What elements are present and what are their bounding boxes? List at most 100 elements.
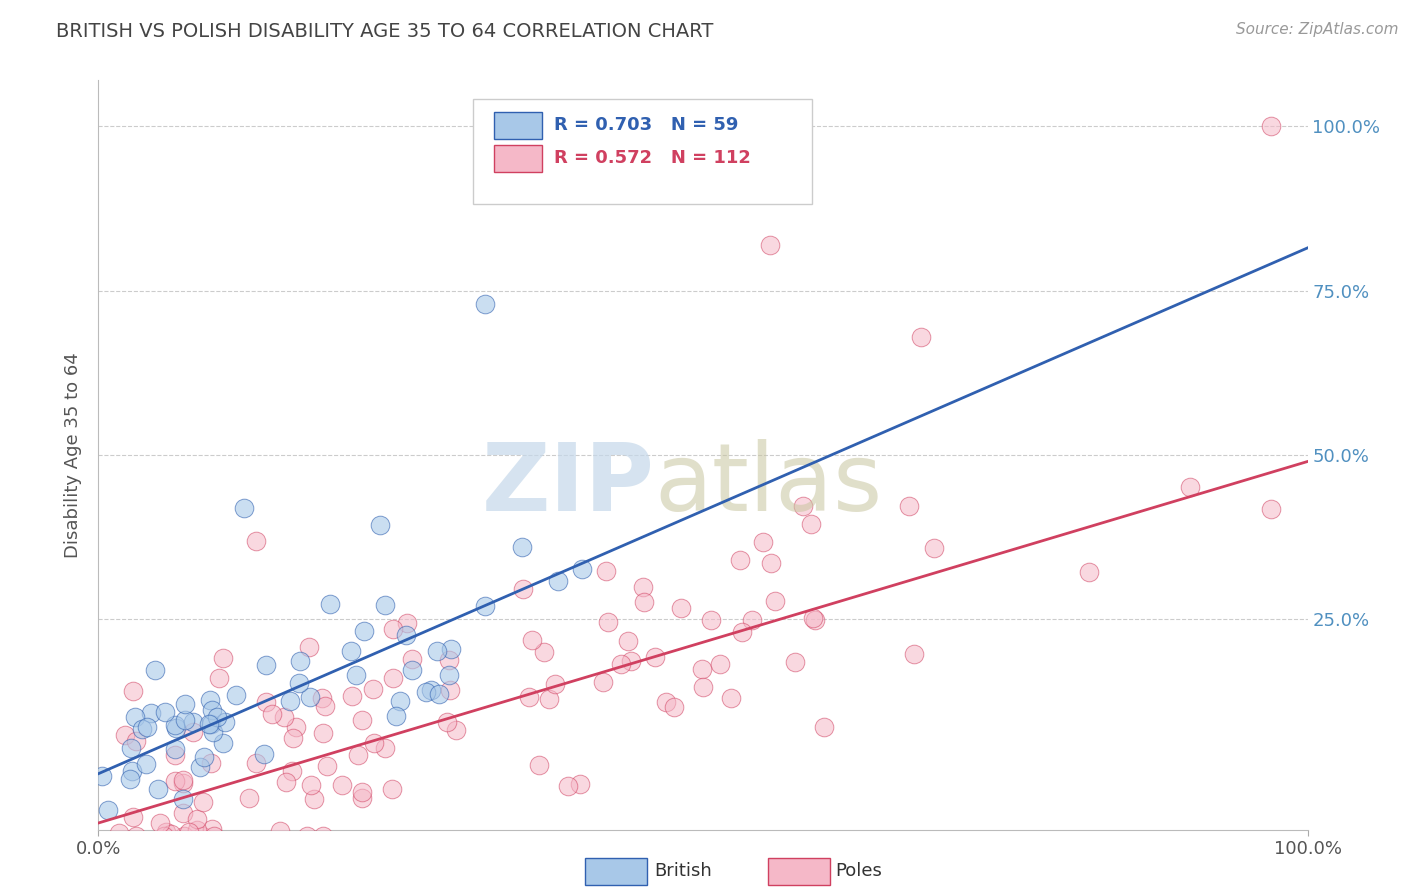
Point: [314, 699, 336, 714]
Point: [728, 552, 751, 566]
Point: [319, 597, 342, 611]
Point: [256, 657, 278, 672]
Point: [295, 829, 318, 843]
Point: [124, 710, 146, 724]
Text: R = 0.572   N = 112: R = 0.572 N = 112: [554, 149, 751, 167]
Point: [207, 710, 229, 724]
Point: [125, 734, 148, 748]
Point: [165, 747, 187, 762]
Point: [340, 690, 363, 704]
Point: [474, 599, 496, 613]
Point: [165, 741, 187, 756]
Point: [644, 650, 666, 665]
Point: [595, 564, 617, 578]
Point: [245, 756, 267, 770]
Point: [278, 694, 301, 708]
Point: [720, 690, 742, 705]
Point: [208, 672, 231, 686]
Point: [401, 663, 423, 677]
Point: [181, 725, 204, 739]
Point: [557, 779, 579, 793]
Point: [139, 706, 162, 720]
Point: [813, 720, 835, 734]
Point: [332, 778, 354, 792]
Point: [135, 756, 157, 771]
Point: [381, 782, 404, 797]
Point: [188, 760, 211, 774]
Point: [800, 516, 823, 531]
Point: [759, 557, 782, 571]
Point: [692, 662, 714, 676]
Point: [758, 237, 780, 252]
Point: [173, 829, 195, 843]
Point: [420, 682, 443, 697]
Point: [344, 668, 367, 682]
Point: [374, 740, 396, 755]
Point: [350, 791, 373, 805]
Point: [298, 640, 321, 655]
Point: [596, 615, 619, 629]
Point: [752, 534, 775, 549]
Point: [214, 715, 236, 730]
Point: [544, 677, 567, 691]
Point: [299, 778, 322, 792]
Point: [225, 688, 247, 702]
Point: [517, 690, 540, 705]
Point: [474, 297, 496, 311]
Point: [547, 574, 569, 588]
Point: [288, 676, 311, 690]
Point: [633, 595, 655, 609]
Point: [1260, 120, 1282, 134]
Point: [200, 756, 222, 771]
Point: [897, 500, 920, 514]
Point: [191, 829, 214, 843]
Point: [620, 654, 643, 668]
Point: [172, 806, 194, 821]
Point: [381, 671, 404, 685]
Point: [510, 541, 533, 555]
Point: [374, 598, 396, 612]
Point: [148, 782, 170, 797]
Point: [155, 824, 177, 838]
Point: [617, 634, 640, 648]
Point: [163, 718, 186, 732]
Y-axis label: Disability Age 35 to 64: Disability Age 35 to 64: [65, 352, 83, 558]
Point: [143, 663, 166, 677]
Point: [538, 691, 561, 706]
Point: [395, 628, 418, 642]
Point: [741, 613, 763, 627]
Point: [311, 726, 333, 740]
Point: [191, 795, 214, 809]
FancyBboxPatch shape: [494, 145, 543, 171]
Point: [232, 500, 254, 515]
Point: [122, 810, 145, 824]
Point: [181, 714, 204, 729]
Point: [353, 624, 375, 639]
FancyBboxPatch shape: [494, 112, 543, 139]
Point: [1077, 565, 1099, 579]
Point: [172, 772, 194, 787]
Point: [186, 822, 208, 837]
Point: [527, 757, 550, 772]
Point: [202, 829, 225, 843]
Point: [172, 776, 194, 790]
Point: [692, 680, 714, 694]
Text: ZIP: ZIP: [482, 439, 655, 531]
Point: [316, 758, 339, 772]
Text: BRITISH VS POLISH DISABILITY AGE 35 TO 64 CORRELATION CHART: BRITISH VS POLISH DISABILITY AGE 35 TO 6…: [56, 22, 714, 41]
Point: [108, 826, 131, 840]
Point: [269, 824, 291, 838]
Point: [363, 736, 385, 750]
Point: [436, 715, 458, 730]
Point: [201, 822, 224, 836]
Point: [165, 721, 187, 735]
Point: [804, 613, 827, 627]
Point: [368, 517, 391, 532]
Point: [569, 777, 592, 791]
Point: [389, 694, 412, 708]
Point: [299, 690, 322, 704]
Point: [533, 645, 555, 659]
Point: [571, 561, 593, 575]
Point: [709, 657, 731, 672]
Point: [910, 329, 932, 343]
